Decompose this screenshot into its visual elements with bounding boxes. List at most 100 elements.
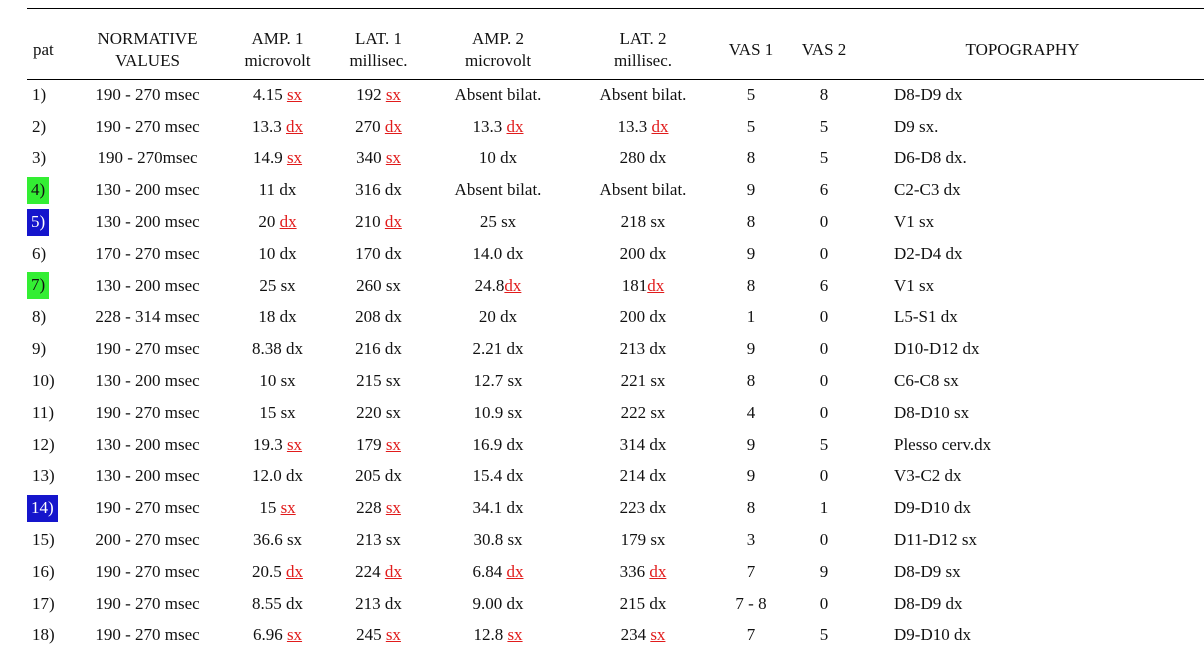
cell-lat2-value: 215 xyxy=(619,593,646,613)
patient-number: 3) xyxy=(32,148,47,168)
cell-normative: 130 - 200 msec xyxy=(95,180,200,200)
cell-normative: 190 - 270 msec xyxy=(95,498,200,518)
cell-topography: Plesso cerv.dx xyxy=(894,434,992,454)
table-row: 13) 130 - 200 msec 12.0 dx 205 dx 15.4 dx 214… xyxy=(27,461,1187,493)
cell-pat: 16) xyxy=(27,556,75,588)
cell-amp1-side[interactable]: sx xyxy=(286,84,303,104)
cell-lat1-side[interactable]: sx xyxy=(385,434,401,454)
cell-vas1: 4 xyxy=(746,402,756,422)
cell-lat1-side[interactable]: sx xyxy=(385,148,401,168)
cell-amp2-value: Absent bilat. xyxy=(454,84,542,104)
cell-amp1: 25 sx xyxy=(220,270,335,302)
cell-pat: 3) xyxy=(27,143,75,175)
cell-lat1-value: 340 xyxy=(356,148,382,168)
cell-lat1-side: dx xyxy=(384,593,402,613)
cell-lat2-value: 336 xyxy=(619,561,646,581)
cell-amp1: 10 dx xyxy=(220,238,335,270)
cell-lat1: 220 sx xyxy=(335,397,422,429)
cell-amp1: 20 dx xyxy=(220,206,335,238)
cell-pat: 18) xyxy=(27,620,75,651)
header-amp2: AMP. 2 microvolt xyxy=(464,28,532,70)
cell-amp1-side[interactable]: sx xyxy=(286,434,303,454)
table-row: 5) 130 - 200 msec 20 dx 210 dx 25 sx 218 sx 8 0… xyxy=(27,206,1187,238)
cell-amp1: 6.96 sx xyxy=(220,620,335,651)
cell-vas1: 9 xyxy=(746,466,756,486)
cell-pat: 9) xyxy=(27,333,75,365)
cell-lat1-value: 260 xyxy=(356,275,382,295)
header-pat: pat xyxy=(33,39,54,59)
cell-amp2-value: 16.9 xyxy=(472,434,503,454)
cell-lat1-value: 220 xyxy=(356,402,382,422)
cell-amp1-side[interactable]: sx xyxy=(280,498,296,518)
cell-lat2-value: 280 xyxy=(619,148,646,168)
cell-lat2-side[interactable]: dx xyxy=(651,116,669,136)
cell-vas2: 5 xyxy=(819,116,829,136)
cell-lat1-side[interactable]: sx xyxy=(385,498,401,518)
cell-lat1-value: 210 xyxy=(355,212,381,232)
cell-lat2: 215 dx xyxy=(574,588,712,620)
cell-amp1: 18 dx xyxy=(220,302,335,334)
cell-amp1-side[interactable]: sx xyxy=(286,148,303,168)
cell-topography: D2-D4 dx xyxy=(894,243,963,263)
cell-lat2: 214 dx xyxy=(574,461,712,493)
cell-amp1: 15 sx xyxy=(220,492,335,524)
cell-lat2: Absent bilat. xyxy=(574,79,712,111)
cell-lat2: 200 dx xyxy=(574,302,712,334)
cell-amp1-side: dx xyxy=(286,466,303,486)
cell-lat1-side[interactable]: dx xyxy=(384,561,402,581)
cell-amp2-side[interactable]: dx xyxy=(504,275,522,295)
cell-lat2-side: dx xyxy=(649,148,667,168)
cell-amp2-side[interactable]: dx xyxy=(506,116,524,136)
cell-normative: 130 - 200 msec xyxy=(95,466,200,486)
cell-topography: D9 sx. xyxy=(894,116,939,136)
cell-amp1-side: dx xyxy=(286,339,303,359)
cell-amp2: 24.8dx xyxy=(422,270,574,302)
cell-vas1: 9 xyxy=(746,180,756,200)
cell-vas2: 6 xyxy=(819,275,829,295)
cell-lat1: 340 sx xyxy=(335,143,422,175)
cell-lat1-side: sx xyxy=(385,402,401,422)
cell-lat2: 314 dx xyxy=(574,429,712,461)
cell-lat1-side: sx xyxy=(385,530,401,550)
cell-pat: 13) xyxy=(27,461,75,493)
cell-pat: 15) xyxy=(27,524,75,556)
cell-vas1: 8 xyxy=(746,275,756,295)
cell-vas2: 0 xyxy=(819,212,829,232)
cell-amp1-side: dx xyxy=(279,307,297,327)
cell-amp2: 12.7 sx xyxy=(422,365,574,397)
cell-lat1-side[interactable]: dx xyxy=(384,116,402,136)
cell-lat1-side[interactable]: sx xyxy=(385,625,401,645)
cell-lat2-side[interactable]: sx xyxy=(650,625,666,645)
cell-amp2-side: dx xyxy=(506,593,524,613)
cell-amp1-side[interactable]: sx xyxy=(286,625,303,645)
cell-lat1: 270 dx xyxy=(335,111,422,143)
cell-vas2: 9 xyxy=(819,561,829,581)
cell-lat1-side[interactable]: dx xyxy=(384,212,402,232)
cell-lat2-side[interactable]: dx xyxy=(647,275,665,295)
cell-lat1-side[interactable]: sx xyxy=(385,84,401,104)
cell-lat2-side: sx xyxy=(650,212,666,232)
table-header-rule xyxy=(27,79,1204,80)
cell-amp2-side[interactable]: sx xyxy=(507,625,523,645)
cell-lat2-side: sx xyxy=(650,530,666,550)
table-row: 2) 190 - 270 msec 13.3 dx 270 dx 13.3 dx 13.3… xyxy=(27,111,1187,143)
cell-amp1-side[interactable]: dx xyxy=(279,212,297,232)
cell-lat1: 210 dx xyxy=(335,206,422,238)
cell-amp1-side[interactable]: dx xyxy=(286,116,303,136)
cell-amp1-side[interactable]: dx xyxy=(286,561,303,581)
cell-normative: 190 - 270 msec xyxy=(95,402,200,422)
cell-amp2-side[interactable]: dx xyxy=(506,561,524,581)
table-row: 9) 190 - 270 msec 8.38 dx 216 dx 2.21 dx 213 … xyxy=(27,333,1187,365)
cell-vas1: 8 xyxy=(746,498,756,518)
cell-amp2: 10.9 sx xyxy=(422,397,574,429)
cell-vas1: 7 xyxy=(746,625,756,645)
cell-amp2: Absent bilat. xyxy=(422,174,574,206)
cell-amp2-side: dx xyxy=(500,307,518,327)
table-body: 1) 190 - 270 msec 4.15 sx 192 sx Absent bila… xyxy=(27,79,1187,651)
cell-lat2-side[interactable]: dx xyxy=(649,561,667,581)
cell-lat2-value: 223 xyxy=(619,498,646,518)
cell-amp2-side: dx xyxy=(506,498,524,518)
cell-amp2-side: dx xyxy=(506,466,524,486)
cell-lat1: 192 sx xyxy=(335,79,422,111)
table-row: 6) 170 - 270 msec 10 dx 170 dx 14.0 dx 200 dx… xyxy=(27,238,1187,270)
